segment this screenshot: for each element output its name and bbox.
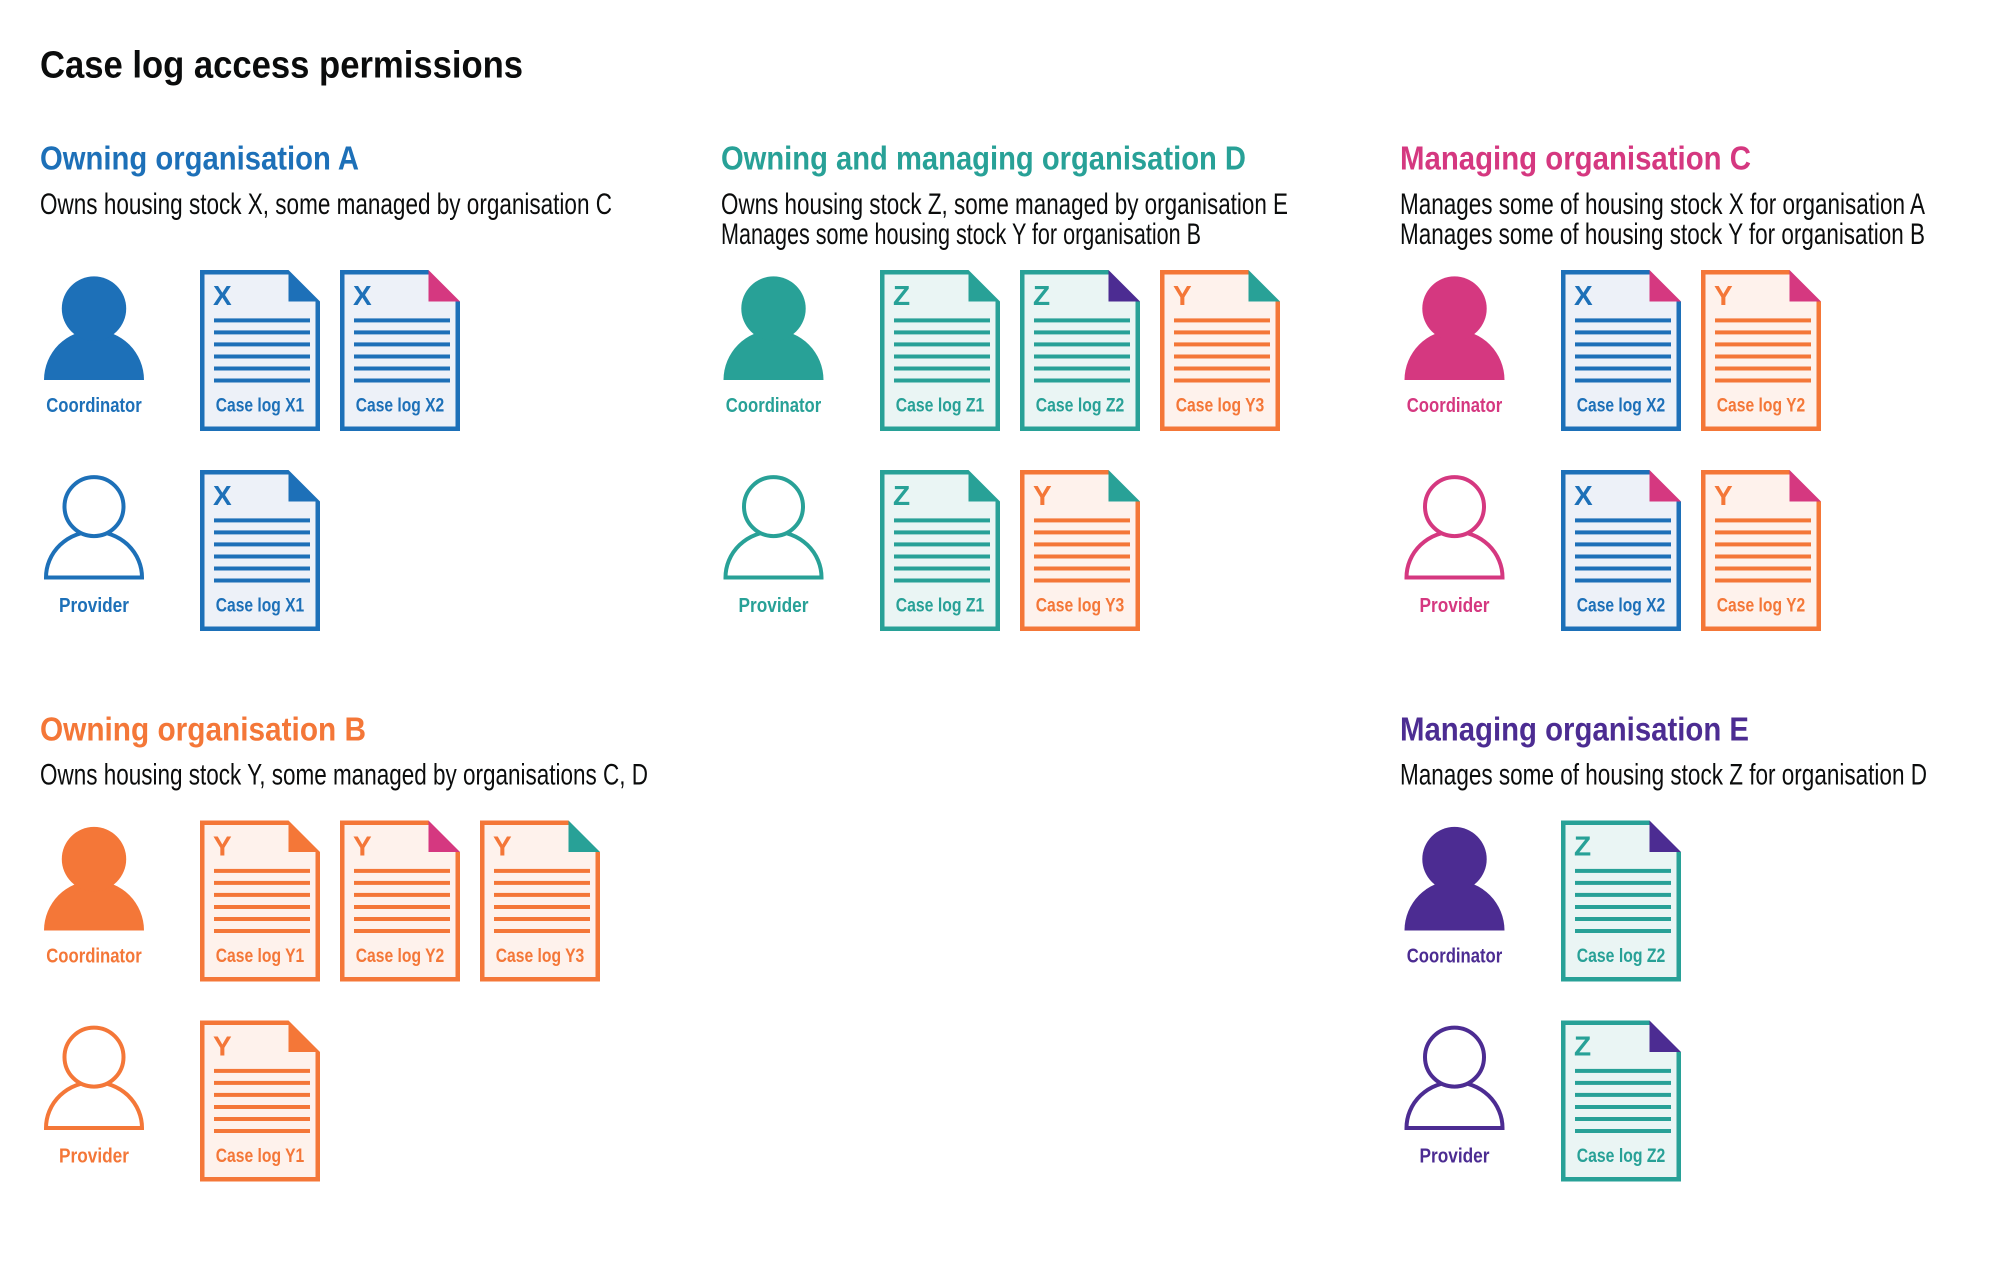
svg-text:Case log Y2: Case log Y2 <box>1717 596 1806 617</box>
svg-text:Managing organisation E: Managing organisation E <box>1400 711 1749 748</box>
svg-text:X: X <box>213 280 232 311</box>
svg-text:Y: Y <box>1033 480 1052 511</box>
svg-text:Managing organisation C: Managing organisation C <box>1400 140 1751 177</box>
svg-text:Provider: Provider <box>1420 595 1490 617</box>
svg-text:Case log Z1: Case log Z1 <box>896 596 985 617</box>
svg-text:Provider: Provider <box>1420 1145 1490 1167</box>
svg-text:Owns housing stock X, some man: Owns housing stock X, some managed by or… <box>40 188 612 221</box>
svg-text:Case log access permissions: Case log access permissions <box>40 44 523 86</box>
svg-text:Z: Z <box>893 280 910 311</box>
svg-text:Case log Y1: Case log Y1 <box>216 946 305 967</box>
svg-text:Manages some of housing stock: Manages some of housing stock X for orga… <box>1400 188 1925 221</box>
svg-text:Case log X1: Case log X1 <box>216 396 305 417</box>
svg-text:Case log Y3: Case log Y3 <box>1036 596 1125 617</box>
svg-text:Y: Y <box>1714 280 1733 311</box>
svg-text:Case log Z2: Case log Z2 <box>1577 1146 1666 1167</box>
svg-text:Case log X1: Case log X1 <box>216 596 305 617</box>
svg-text:Case log Y2: Case log Y2 <box>1717 396 1806 417</box>
svg-text:Y: Y <box>213 831 232 862</box>
svg-text:X: X <box>1574 480 1593 511</box>
svg-text:Provider: Provider <box>59 595 129 617</box>
svg-text:Z: Z <box>893 480 910 511</box>
svg-text:Case log Z1: Case log Z1 <box>896 396 985 417</box>
svg-text:X: X <box>213 480 232 511</box>
svg-text:Owns housing stock Z, some man: Owns housing stock Z, some managed by or… <box>721 188 1288 221</box>
svg-text:Case log X2: Case log X2 <box>1577 396 1666 417</box>
svg-text:Coordinator: Coordinator <box>46 945 142 967</box>
svg-text:Y: Y <box>353 831 372 862</box>
svg-text:Case log Z2: Case log Z2 <box>1036 396 1125 417</box>
svg-text:X: X <box>1574 280 1593 311</box>
svg-text:Y: Y <box>1173 280 1192 311</box>
svg-text:Manages some of housing stock: Manages some of housing stock Y for orga… <box>1400 218 1925 251</box>
svg-text:Z: Z <box>1033 280 1050 311</box>
svg-text:Owns housing stock Y, some man: Owns housing stock Y, some managed by or… <box>40 758 648 791</box>
svg-text:Manages some housing stock Y f: Manages some housing stock Y for organis… <box>721 218 1201 251</box>
svg-text:Provider: Provider <box>59 1145 129 1167</box>
svg-text:Coordinator: Coordinator <box>1407 945 1503 967</box>
svg-text:Y: Y <box>1714 480 1733 511</box>
svg-text:Y: Y <box>493 831 512 862</box>
svg-text:Manages some of housing stock: Manages some of housing stock Z for orga… <box>1400 758 1927 791</box>
svg-text:Case log Y2: Case log Y2 <box>356 946 445 967</box>
svg-text:Z: Z <box>1574 831 1591 862</box>
svg-text:Coordinator: Coordinator <box>726 395 822 417</box>
svg-text:Owning organisation A: Owning organisation A <box>40 140 359 177</box>
svg-text:Case log X2: Case log X2 <box>356 396 445 417</box>
svg-text:Owning organisation B: Owning organisation B <box>40 711 366 748</box>
svg-text:Case log Y1: Case log Y1 <box>216 1146 305 1167</box>
svg-text:Case log Y3: Case log Y3 <box>496 946 585 967</box>
svg-text:Provider: Provider <box>739 595 809 617</box>
svg-text:Case log X2: Case log X2 <box>1577 596 1666 617</box>
svg-text:Case log Y3: Case log Y3 <box>1176 396 1265 417</box>
svg-text:Coordinator: Coordinator <box>1407 395 1503 417</box>
svg-text:Y: Y <box>213 1031 232 1062</box>
svg-text:Owning and managing organisati: Owning and managing organisation D <box>721 140 1246 177</box>
svg-text:Case log Z2: Case log Z2 <box>1577 946 1666 967</box>
svg-text:Z: Z <box>1574 1031 1591 1062</box>
svg-text:X: X <box>353 280 372 311</box>
svg-text:Coordinator: Coordinator <box>46 395 142 417</box>
